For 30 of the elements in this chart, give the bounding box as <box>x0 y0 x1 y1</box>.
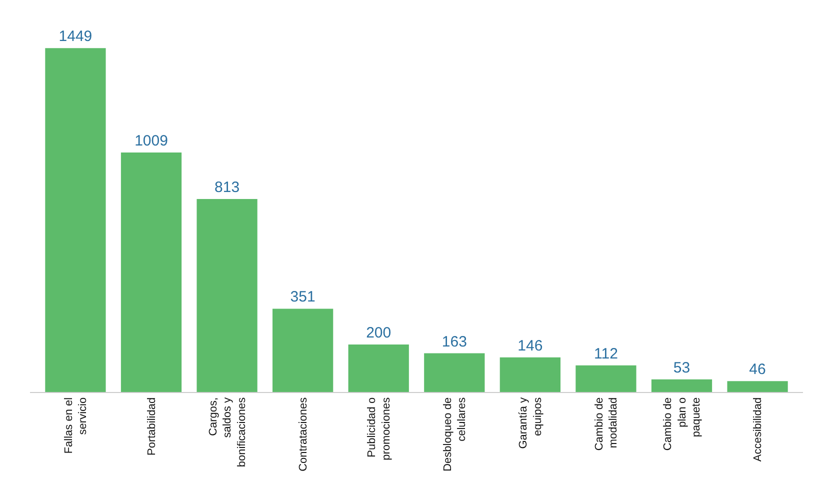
x-tick-label: Cargos, saldos y bonificaciones <box>207 396 248 468</box>
bar <box>576 365 636 392</box>
x-tick-label: Garantía y equipos <box>518 396 544 449</box>
data-label: 351 <box>290 288 316 306</box>
data-label: 112 <box>594 345 618 362</box>
data-label: 46 <box>749 361 766 378</box>
bar <box>348 344 409 392</box>
bar <box>45 48 106 392</box>
data-label: 146 <box>518 337 543 354</box>
x-tick-label: Portabilidad <box>146 397 158 456</box>
x-tick-label: Fallas en el servicio <box>62 397 90 454</box>
data-label: 1009 <box>134 132 168 150</box>
data-label: 200 <box>366 324 392 342</box>
x-tick-label: Desbloqueo de celulares <box>442 396 468 472</box>
data-label: 53 <box>673 359 690 376</box>
x-tick-label: Accesibilidad <box>752 397 764 462</box>
bar <box>727 381 788 392</box>
bar <box>120 152 182 392</box>
data-label: 163 <box>442 333 467 350</box>
bar <box>196 199 258 392</box>
bar <box>272 308 334 392</box>
bar <box>651 379 712 392</box>
data-label: 1449 <box>58 28 92 46</box>
bar <box>424 353 485 392</box>
x-tick-label: Cambio de plan o paquete <box>662 397 703 451</box>
x-tick-label: Contrataciones <box>297 396 310 472</box>
bar <box>500 357 560 392</box>
x-tick-label: Publicidad o promociones <box>366 396 392 460</box>
data-label: 813 <box>214 179 240 196</box>
x-tick-label: Cambio de modalidad <box>593 397 620 451</box>
